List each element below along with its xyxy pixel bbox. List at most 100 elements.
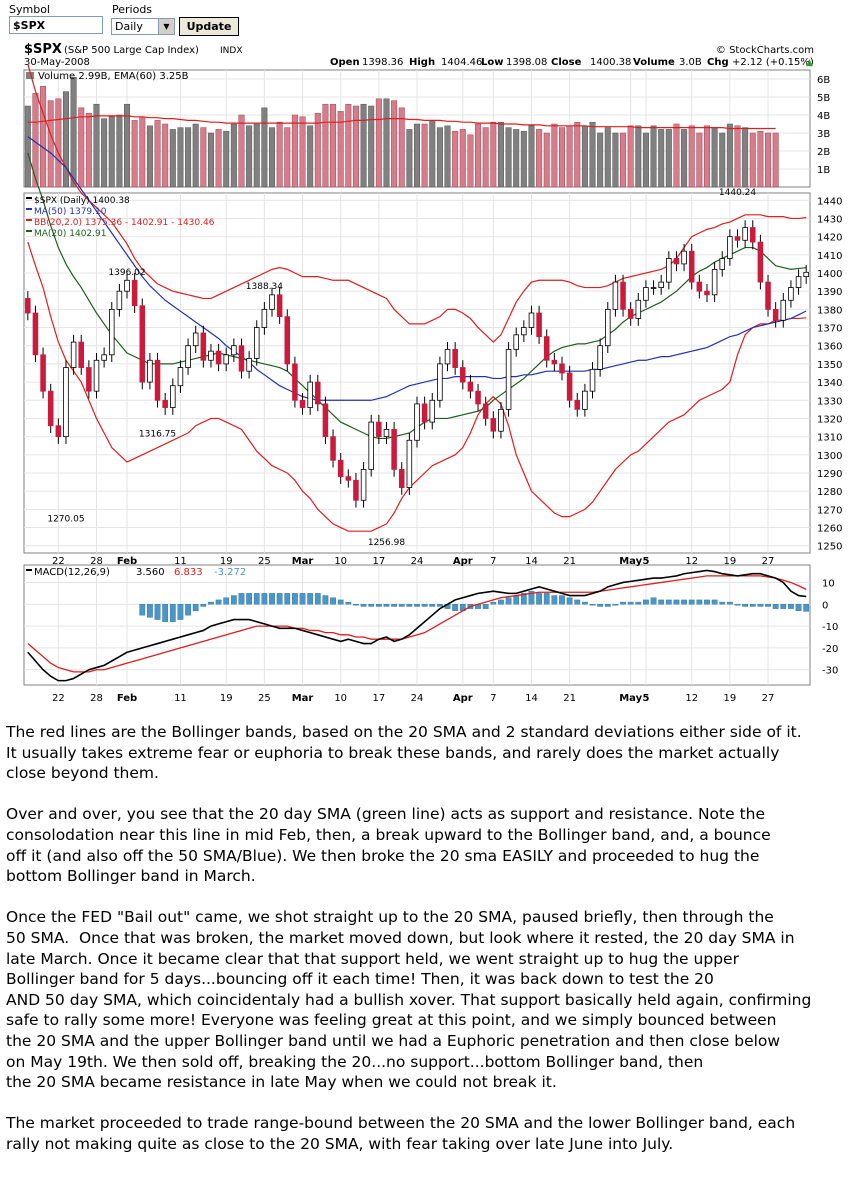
candle-body [276,294,283,318]
volume-bar [711,127,718,188]
quote-value: 3.0B [679,57,702,68]
macd-legend-hist: -3.272 [214,567,246,578]
macd-histogram-bar [513,595,520,605]
volume-bar [375,98,382,188]
macd-histogram-bar [299,593,306,605]
x-tick-label: 5 [642,693,649,704]
candle-body [78,341,84,368]
candle-body [330,436,336,461]
candle-body [612,281,619,310]
volume-bar [177,127,184,188]
x-tick-label: 21 [563,556,576,567]
x-tick-label: 27 [762,556,775,567]
macd-histogram-bar [665,599,672,605]
header-exchange: INDX [220,46,242,56]
volume-bar [765,132,772,188]
volume-bar [246,125,253,188]
candle-body [627,308,634,319]
volume-bar [688,125,695,188]
macd-histogram-bar [643,599,649,605]
quote-label: Volume [633,57,675,68]
candle-body [666,258,672,283]
macd-histogram-bar [253,593,260,605]
volume-bar [543,132,550,188]
macd-histogram-bar [543,593,550,605]
macd-histogram-bar [307,593,314,605]
volume-bar [703,125,710,188]
candle-body [681,250,687,265]
volume-bar [154,120,161,188]
y-tick-label: 1370 [817,324,842,335]
macd-histogram-bar [452,604,459,612]
volume-bar [620,132,627,188]
symbol-label: Symbol [9,3,50,16]
commentary-paragraph: Over and over, you see that the 20 day S… [6,805,771,886]
macd-histogram-bar [650,597,657,605]
candle-body [437,363,443,401]
macd-histogram-bar [429,604,436,607]
volume-bar [665,129,672,188]
macd-histogram-bar [620,601,626,605]
x-tick-label: 25 [258,693,271,704]
volume-bar [398,107,405,188]
x-tick-label: 21 [563,693,576,704]
commentary-paragraph: The red lines are the Bollinger bands, b… [6,723,802,783]
candle-body [467,381,474,392]
candle-body [147,359,153,383]
candle-body [673,258,680,265]
macd-histogram-bar [368,604,375,607]
price-annotation: 1316.75 [139,429,176,439]
macd-histogram-bar [383,604,390,607]
quote-value: +2.12 (+0.15%) [732,57,814,68]
candle-body [429,399,436,423]
y-tick-label: 1340 [817,378,842,389]
legend-swatch [26,197,32,199]
volume-bar [85,112,92,188]
header-name: (S&P 500 Large Cap Index) [64,45,199,56]
price-annotation: 1256.98 [368,538,405,548]
update-button[interactable]: Update [179,17,239,36]
candle-body [185,345,191,368]
candle-body [162,399,168,408]
period-select[interactable]: Daily ▼ [111,18,175,35]
volume-bar [284,127,291,188]
candle-body [376,421,382,438]
price-legend-item: MA(20) 1402.91 [34,229,106,239]
volume-bar [131,120,138,188]
volume-bar [681,129,688,188]
volume-bar [566,125,573,188]
volume-bar [696,132,703,188]
macd-histogram-bar [711,599,718,605]
legend-swatch [26,230,32,232]
volume-bar [185,127,192,188]
y-tick-label: 1320 [817,414,842,425]
ema60-line [27,115,776,130]
candle-body [223,354,229,365]
candle-body [574,399,581,410]
candles [25,220,809,508]
macd-histogram-bar [727,601,733,605]
bb-lower-line [27,241,807,532]
volume-bar [276,121,283,188]
candle-body [803,271,809,278]
volume-bar [40,85,47,188]
macd-histogram-bar [788,604,794,609]
volume-bar [78,107,85,188]
candle-body [475,390,481,405]
chevron-down-icon[interactable]: ▼ [158,19,174,34]
macd-histogram-bar [604,604,611,607]
macd-histogram-bar [230,595,237,605]
candle-body [543,336,550,361]
macd-histogram-bar [414,604,420,607]
macd-histogram-bar [353,604,359,606]
macd-histogram-bar [360,604,367,607]
volume-bar [452,130,459,188]
y-tick-label: 1380 [817,305,842,316]
symbol-input[interactable] [9,16,103,34]
x-tick-label: 5 [642,556,649,567]
y-tick-label: 1440 [817,196,842,207]
candle-body [559,363,565,374]
candle-body [635,299,642,319]
macd-histogram-bar [215,599,222,605]
volume-bar [70,76,77,188]
